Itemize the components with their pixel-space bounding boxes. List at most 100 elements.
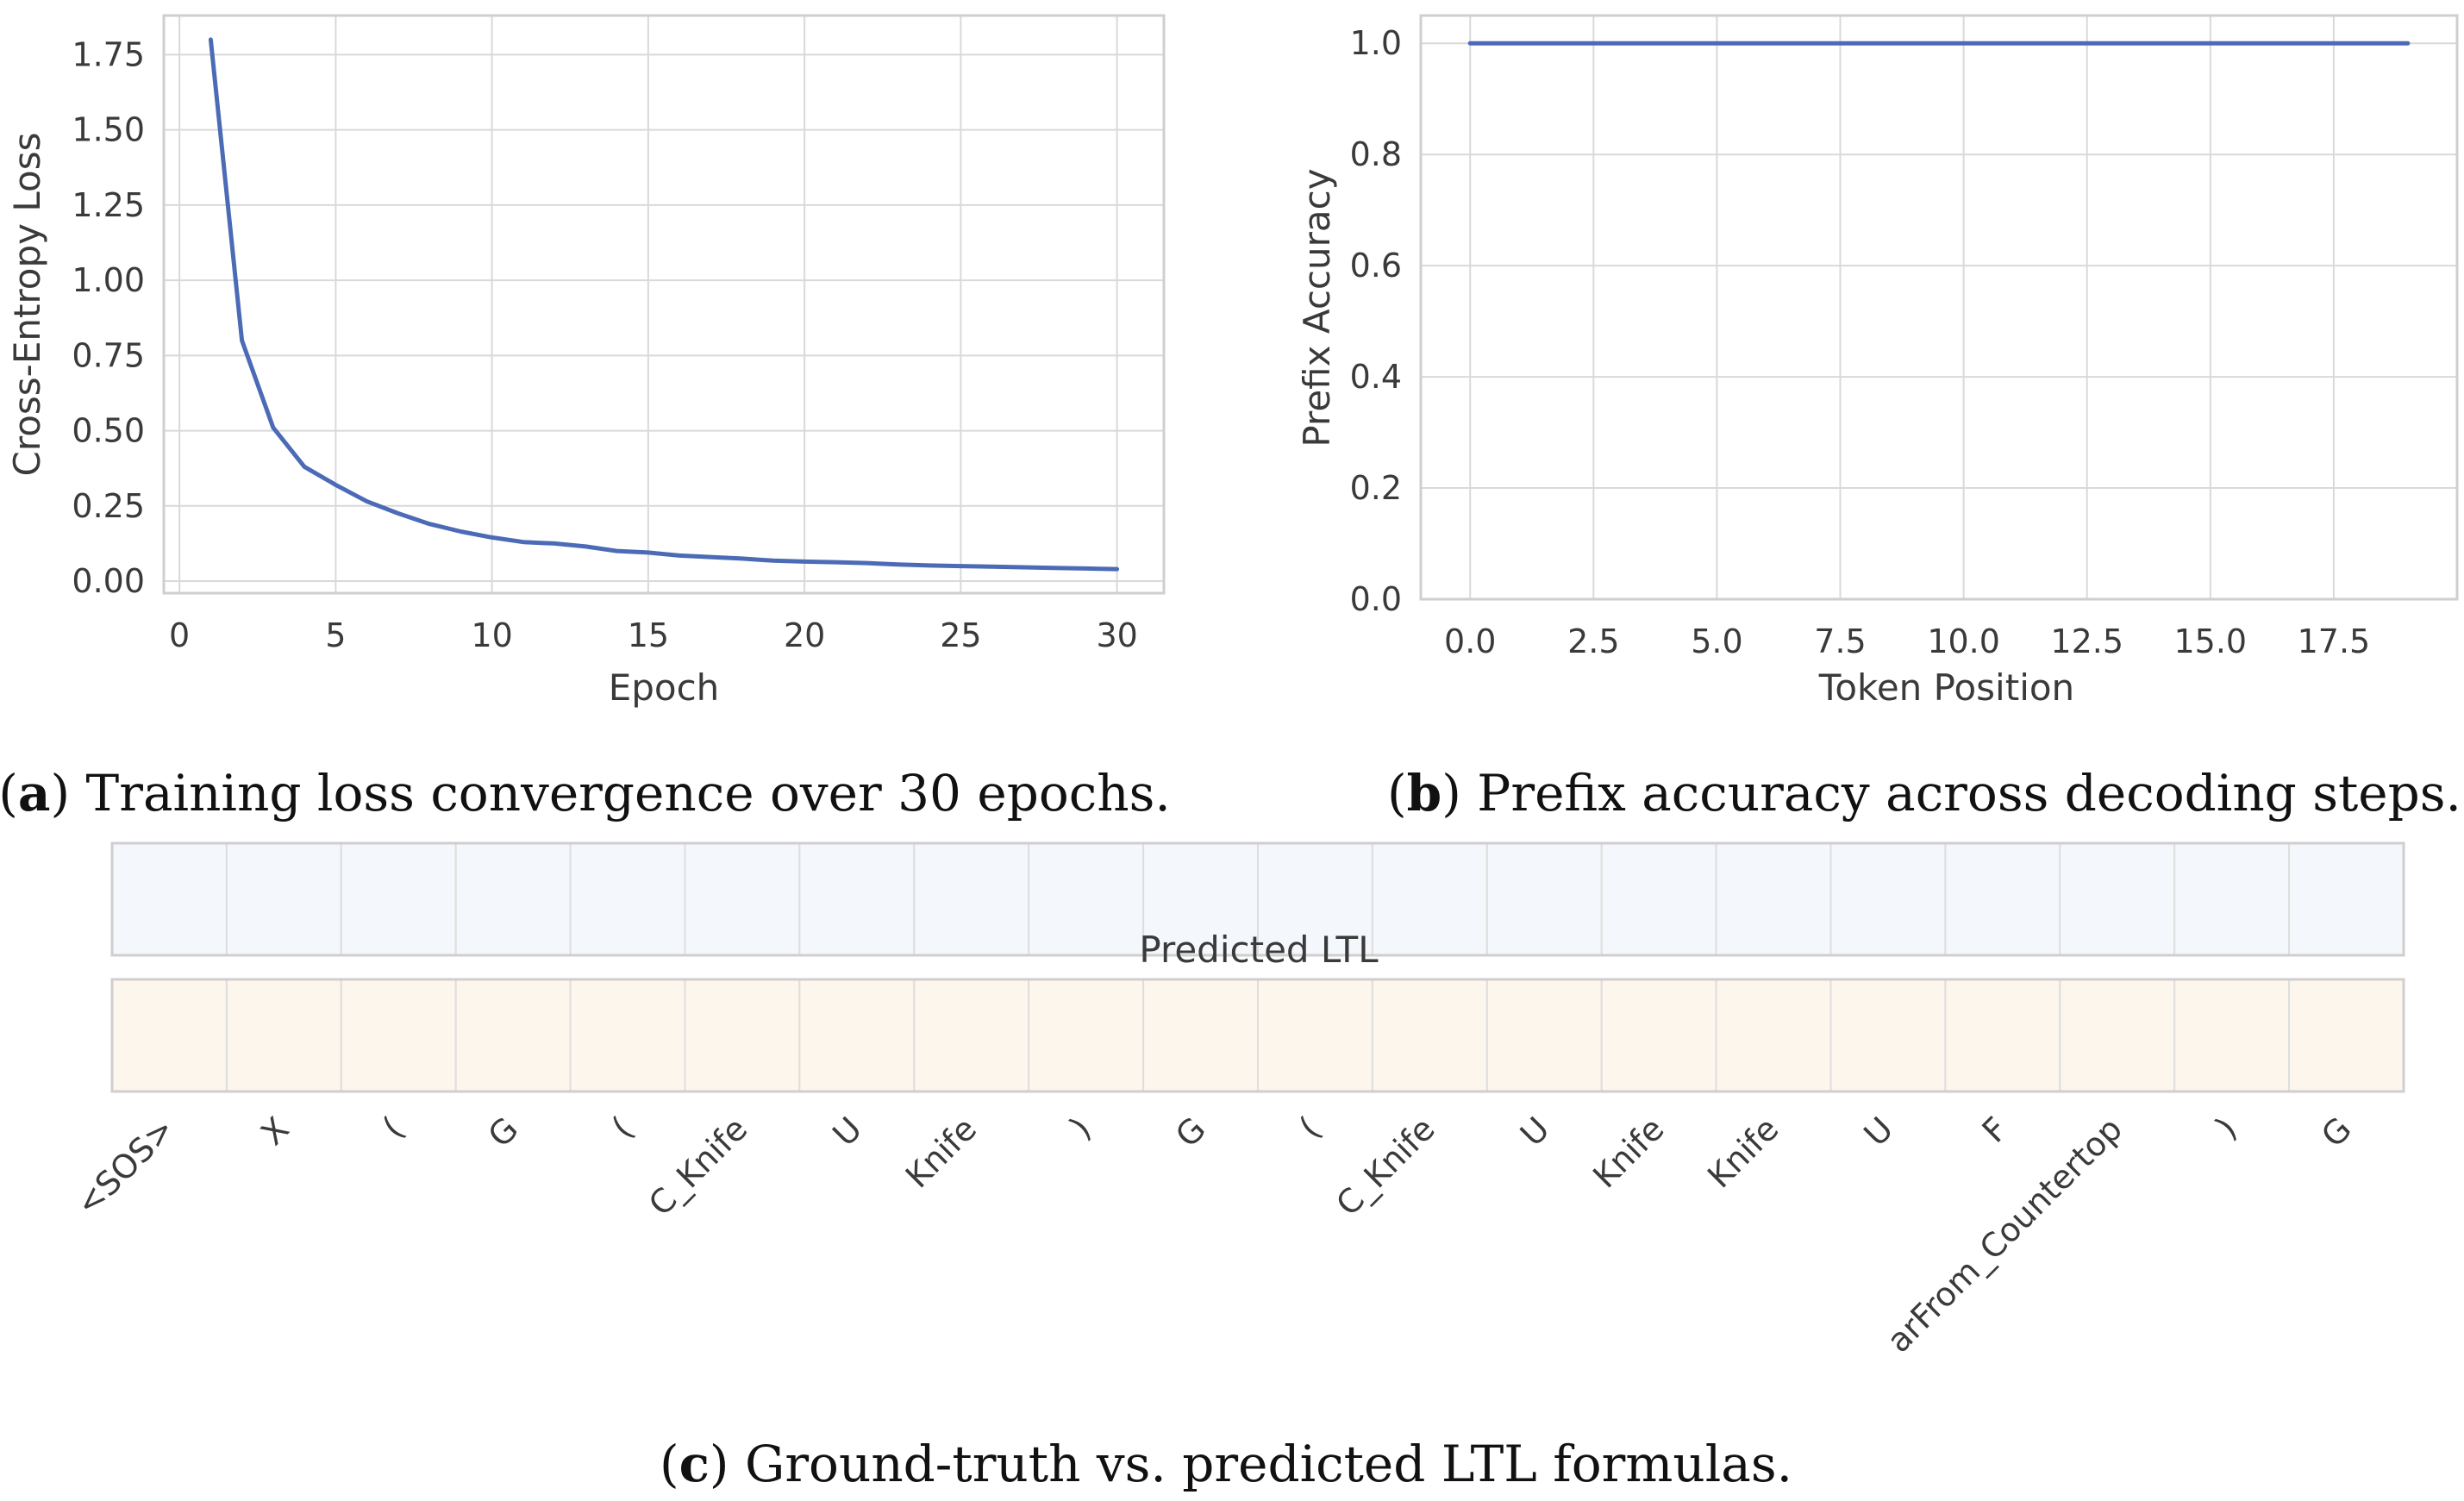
ltl-heatmap-caption-close: ) [710, 1435, 729, 1493]
ground-truth-token-cell [1371, 842, 1488, 956]
loss-chart-x-ticks: 0 5 10 15 20 25 30 [169, 616, 1138, 654]
accuracy-chart-x-ticks: 0.0 2.5 5.0 7.5 10.0 12.5 15.0 17.5 [1444, 622, 2370, 660]
loss-chart-x-tick-label: 15 [628, 616, 669, 654]
predicted-token-cell [913, 979, 1030, 1092]
ltl-heatmap-token-labels: <SOS> X(G(C_Knife U Knife) G(C_Knife U Knife Kn… [68, 1110, 2359, 1360]
ground-truth-token-cell [225, 842, 342, 956]
ltl-token-label: ( [604, 1110, 641, 1146]
loss-chart-caption-close: ) [50, 764, 70, 822]
accuracy-chart-x-tick-label: 12.5 [2050, 622, 2123, 660]
accuracy-chart-y-label: Prefix Accuracy [1296, 168, 1338, 447]
ground-truth-token-cell [454, 842, 572, 956]
loss-chart-caption-letter: a [18, 764, 51, 822]
ground-truth-token-cell [2059, 842, 2176, 956]
loss-chart-x-tick-label: 25 [940, 616, 981, 654]
ground-truth-token-cell [913, 842, 1030, 956]
predicted-token-cell [2173, 979, 2291, 1092]
ltl-token-label: G [2314, 1110, 2359, 1154]
loss-chart-y-label: Cross-Entropy Loss [6, 133, 48, 477]
loss-chart-x-tick-label: 30 [1096, 616, 1137, 654]
accuracy-chart-caption-open: ( [1387, 764, 1407, 822]
ground-truth-token-cell [684, 842, 801, 956]
accuracy-chart-y-tick-label: 0.8 [1350, 135, 1402, 173]
ground-truth-token-cell [798, 842, 916, 956]
accuracy-chart-y-ticks: 0.0 0.2 0.4 0.6 0.8 1.0 [1350, 24, 1402, 618]
predicted-token-cell [225, 979, 342, 1092]
ltl-token-label: C_Knife [1329, 1110, 1442, 1223]
ground-truth-token-cell [1715, 842, 1832, 956]
predicted-token-cell [1715, 979, 1832, 1092]
ltl-token-label: C_Knife [641, 1110, 754, 1223]
ground-truth-token-cell [1829, 842, 1947, 956]
predicted-token-cell [1944, 979, 2061, 1092]
accuracy-chart-caption-close: ) [1442, 764, 1461, 822]
accuracy-chart-x-tick-label: 17.5 [2298, 622, 2371, 660]
ltl-token-label: U [825, 1110, 869, 1154]
accuracy-chart-caption: (b) Prefix accuracy across decoding step… [1387, 764, 2461, 822]
predicted-token-cell [684, 979, 801, 1092]
predicted-token-cell [1485, 979, 1603, 1092]
predicted-token-cell [1829, 979, 1947, 1092]
loss-chart-y-tick-label: 1.25 [72, 186, 145, 224]
loss-chart-y-ticks: 0.00 0.25 0.50 0.75 1.00 1.25 1.50 1.75 [72, 35, 145, 600]
loss-chart-frame [162, 14, 1166, 595]
ltl-token-label: arFrom_Countertop [1879, 1110, 2129, 1360]
accuracy-chart-y-tick-label: 0.4 [1350, 358, 1402, 396]
ltl-heatmap-title: Predicted LTL [1139, 929, 1379, 971]
accuracy-chart-x-tick-label: 2.5 [1567, 622, 1619, 660]
ltl-token-label: X [253, 1110, 297, 1153]
predicted-token-cell [1142, 979, 1259, 1092]
ground-truth-token-cell [1257, 842, 1373, 956]
ground-truth-token-cell [569, 842, 686, 956]
ltl-heatmap-caption-letter: c [679, 1435, 710, 1493]
accuracy-chart-x-tick-label: 15.0 [2174, 622, 2248, 660]
loss-chart-series [208, 37, 1120, 572]
loss-chart-y-tick-label: 0.00 [72, 562, 145, 600]
accuracy-chart-y-tick-label: 0.2 [1350, 469, 1402, 507]
loss-chart-series-line [208, 37, 1120, 572]
loss-chart-caption: (a) Training loss convergence over 30 ep… [0, 764, 1171, 822]
accuracy-chart-x-tick-label: 7.5 [1814, 622, 1866, 660]
predicted-token-cell [340, 979, 457, 1092]
ltl-token-label: ( [375, 1110, 411, 1146]
accuracy-chart-x-tick-label: 5.0 [1691, 622, 1742, 660]
predicted-token-cell [454, 979, 572, 1092]
loss-chart-x-label: Epoch [609, 666, 720, 709]
loss-chart-y-tick-label: 1.00 [72, 261, 145, 299]
loss-chart-y-tick-label: 1.50 [72, 111, 145, 149]
loss-chart-y-tick-label: 0.50 [72, 412, 145, 450]
loss-chart-caption-open: ( [0, 764, 18, 822]
ltl-heatmap-top-frame [110, 841, 2405, 957]
ground-truth-token-cell [1028, 842, 1145, 956]
ground-truth-token-cell [1485, 842, 1603, 956]
ltl-token-label: Knife [898, 1110, 984, 1195]
ltl-heatmap-caption-open: ( [660, 1435, 679, 1493]
ltl-token-label: U [1857, 1110, 1901, 1154]
ground-truth-token-cell [2173, 842, 2291, 956]
accuracy-chart-x-tick-label: 0.0 [1444, 622, 1496, 660]
accuracy-chart-y-tick-label: 0.0 [1350, 580, 1402, 618]
ltl-heatmap-cells [111, 842, 2405, 1092]
accuracy-chart-gridlines [1421, 16, 2457, 600]
loss-chart-caption-text: Training loss convergence over 30 epochs… [70, 764, 1171, 822]
ltl-heatmap-caption: (c) Ground-truth vs. predicted LTL formu… [660, 1435, 1792, 1493]
predicted-token-cell [111, 979, 228, 1092]
predicted-token-cell [1600, 979, 1717, 1092]
predicted-token-cell [2288, 979, 2405, 1092]
predicted-token-cell [1028, 979, 1145, 1092]
accuracy-chart-x-tick-label: 10.0 [1927, 622, 2000, 660]
ltl-token-label: U [1513, 1110, 1557, 1154]
accuracy-chart: 0.0 2.5 5.0 7.5 10.0 12.5 15.0 17.5 0.0 0.2 0.4 0.… [1296, 14, 2461, 822]
ground-truth-token-cell [111, 842, 228, 956]
ground-truth-token-cell [340, 842, 457, 956]
ltl-heatmap-caption-text: Ground-truth vs. predicted LTL formulas. [729, 1435, 1793, 1493]
ltl-heatmap: Predicted LTL <SOS> X(G(C_Knife U Knife) G(C… [68, 841, 2405, 1493]
ltl-token-label: ) [1062, 1110, 1098, 1146]
ltl-token-label: ) [2208, 1110, 2244, 1146]
predicted-token-cell [569, 979, 686, 1092]
ltl-token-label: <SOS> [68, 1110, 181, 1223]
predicted-token-cell [798, 979, 916, 1092]
loss-chart-gridlines [164, 16, 1164, 593]
ground-truth-token-cell [2288, 842, 2405, 956]
